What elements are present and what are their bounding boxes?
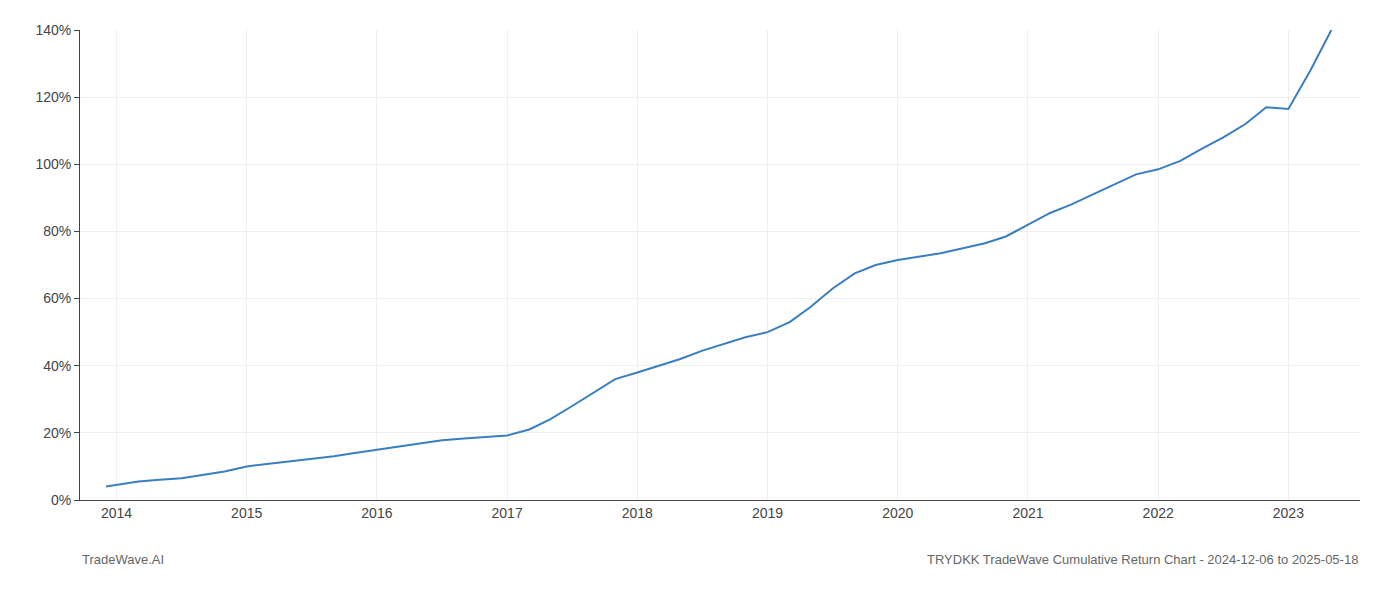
svg-text:60%: 60% (43, 290, 71, 306)
svg-text:2018: 2018 (622, 505, 653, 521)
svg-text:20%: 20% (43, 425, 71, 441)
svg-text:TRYDKK TradeWave Cumulative Re: TRYDKK TradeWave Cumulative Return Chart… (927, 552, 1358, 567)
svg-text:2017: 2017 (492, 505, 523, 521)
svg-text:40%: 40% (43, 358, 71, 374)
svg-text:120%: 120% (35, 89, 71, 105)
svg-text:2015: 2015 (231, 505, 262, 521)
svg-text:100%: 100% (35, 156, 71, 172)
svg-text:2023: 2023 (1273, 505, 1304, 521)
svg-text:2016: 2016 (361, 505, 392, 521)
svg-text:2021: 2021 (1012, 505, 1043, 521)
svg-text:140%: 140% (35, 22, 71, 38)
svg-text:2019: 2019 (752, 505, 783, 521)
svg-text:0%: 0% (51, 492, 71, 508)
svg-text:TradeWave.AI: TradeWave.AI (82, 552, 164, 567)
svg-text:80%: 80% (43, 223, 71, 239)
svg-text:2014: 2014 (101, 505, 132, 521)
svg-text:2020: 2020 (882, 505, 913, 521)
svg-text:2022: 2022 (1143, 505, 1174, 521)
